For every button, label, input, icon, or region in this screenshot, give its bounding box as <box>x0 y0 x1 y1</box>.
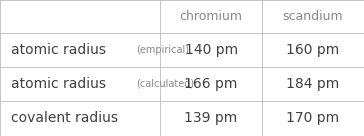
Text: (empirical): (empirical) <box>136 45 189 55</box>
Text: covalent radius: covalent radius <box>11 111 118 125</box>
Text: 139 pm: 139 pm <box>185 111 238 125</box>
Text: 160 pm: 160 pm <box>286 43 340 57</box>
Text: 184 pm: 184 pm <box>286 77 340 91</box>
Text: chromium: chromium <box>179 10 243 23</box>
Text: 170 pm: 170 pm <box>286 111 340 125</box>
Text: 140 pm: 140 pm <box>185 43 238 57</box>
Text: scandium: scandium <box>283 10 343 23</box>
Text: (calculated): (calculated) <box>136 79 194 89</box>
Text: 166 pm: 166 pm <box>185 77 238 91</box>
Text: atomic radius: atomic radius <box>11 77 106 91</box>
Text: atomic radius: atomic radius <box>11 43 106 57</box>
